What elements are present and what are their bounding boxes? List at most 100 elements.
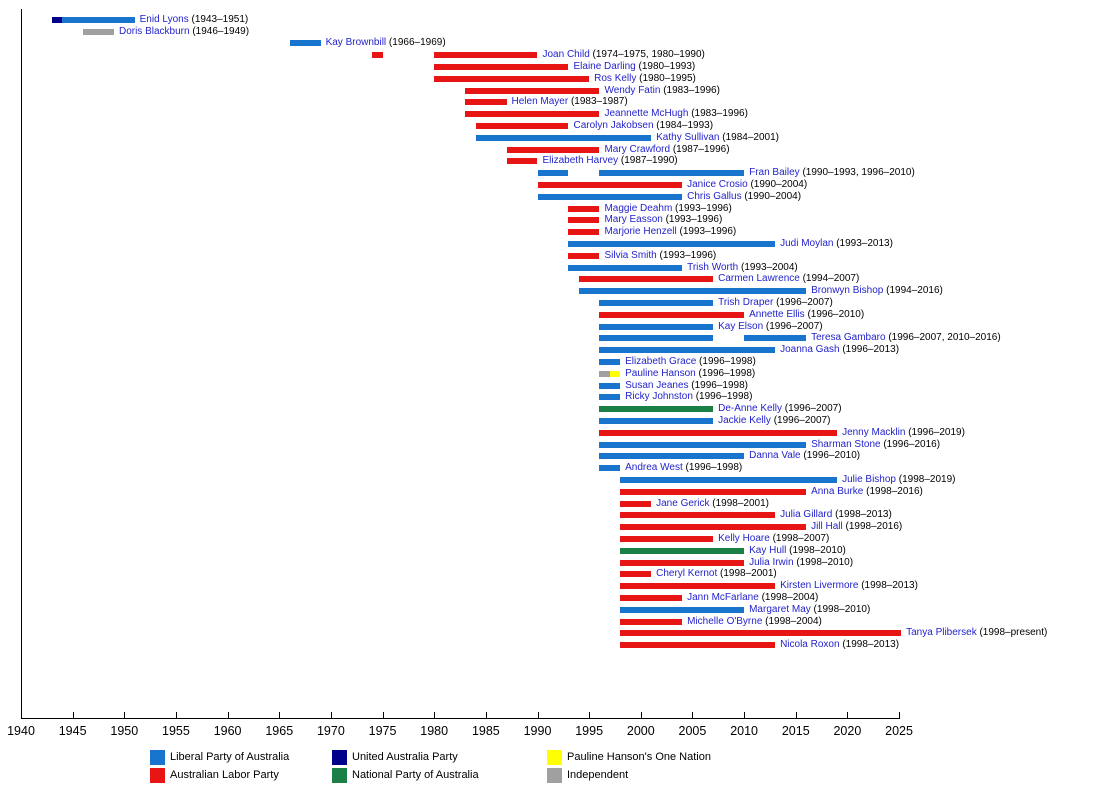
member-label: Kathy Sullivan (1984–2001)	[656, 131, 779, 143]
member-years: (1993–1996)	[676, 226, 737, 238]
member-years: (1998–2013)	[858, 580, 918, 592]
member-years: (1998–2001)	[709, 497, 769, 509]
term-bar	[475, 134, 652, 141]
axis-tick	[795, 712, 797, 718]
member-label: Trish Draper (1996–2007)	[718, 297, 833, 308]
term-bar	[578, 288, 807, 295]
member-label: Mary Crawford (1987–1996)	[604, 143, 730, 155]
term-bar	[620, 642, 776, 649]
member-label: Elaine Darling (1980–1993)	[573, 60, 695, 72]
term-bar	[744, 335, 807, 342]
member-label: Jeannette McHugh (1983–1996)	[604, 109, 747, 119]
term-bar	[599, 335, 714, 342]
member-name: Elaine Darling	[573, 60, 636, 72]
legend-label: United Australia Party	[352, 751, 458, 763]
term-bar	[620, 547, 745, 554]
member-name: Annette Ellis	[749, 308, 805, 320]
y-axis-line	[21, 9, 22, 718]
member-name: Trish Worth	[687, 261, 739, 273]
member-years: (1987–1996)	[670, 143, 730, 155]
legend-label: Pauline Hanson's One Nation	[567, 751, 711, 763]
term-bar	[599, 465, 621, 472]
member-label: Annette Ellis (1996–2010)	[749, 308, 865, 320]
term-bar	[620, 512, 776, 519]
term-bar	[620, 594, 683, 601]
member-years: (1990–2004)	[747, 178, 808, 190]
axis-tick	[382, 712, 384, 718]
member-name: Jeannette McHugh	[604, 108, 689, 120]
member-name: Nicola Roxon	[780, 639, 840, 651]
member-label: Doris Blackburn (1946–1949)	[118, 25, 250, 37]
axis-tick	[537, 712, 539, 718]
term-bar	[599, 429, 838, 436]
term-bar	[372, 52, 383, 59]
axis-tick-label: 1940	[7, 724, 35, 738]
term-bar	[537, 193, 683, 200]
member-name: Kirsten Livermore	[780, 580, 859, 592]
member-label: Carmen Lawrence (1994–2007)	[718, 274, 859, 284]
member-label: Tanya Plibersek (1998–present)	[906, 628, 1047, 638]
term-bar	[599, 406, 714, 413]
member-years: (1996–2007, 2010–2016)	[885, 332, 1001, 344]
member-name: Tanya Plibersek	[906, 627, 977, 639]
member-years: (1996–2010)	[804, 308, 865, 320]
axis-tick-label: 2000	[626, 724, 655, 738]
member-name: Elizabeth Harvey	[542, 155, 619, 167]
member-name: Doris Blackburn	[118, 25, 190, 37]
member-label: Janice Crosio (1990–2004)	[687, 178, 808, 190]
member-label: Ros Kelly (1980–1995)	[594, 73, 696, 84]
member-years: (1994–2016)	[883, 285, 943, 297]
member-label: Chris Gallus (1990–2004)	[687, 191, 801, 202]
axis-tick	[485, 712, 487, 718]
member-label: Kelly Hoare (1998–2007)	[718, 533, 829, 544]
member-label: Silvia Smith (1993–1996)	[604, 250, 716, 261]
member-name: Janice Crosio	[687, 178, 748, 190]
term-bar	[537, 170, 569, 177]
axis-tick	[744, 712, 746, 718]
member-label: Kay Hull (1998–2010)	[749, 544, 846, 556]
member-years: (1996–2010)	[800, 450, 861, 462]
term-bar	[620, 500, 652, 507]
member-label: Jenny Macklin (1996–2019)	[842, 427, 965, 438]
axis-tick-label: 2005	[678, 724, 707, 738]
member-label: Judi Moylan (1993–2013)	[780, 238, 893, 249]
legend-swatch-uap	[332, 750, 347, 765]
member-years: (1996–2016)	[880, 438, 941, 450]
member-years: (1998–2010)	[786, 544, 846, 556]
member-name: Michelle O'Byrne	[687, 615, 763, 627]
member-years: (1987–1990)	[618, 155, 678, 167]
member-label: Maggie Deahm (1993–1996)	[604, 203, 731, 214]
axis-tick-label: 1980	[420, 724, 449, 738]
member-years: (1996–2007)	[782, 403, 842, 415]
member-label: Kay Brownbill (1966–1969)	[326, 38, 446, 48]
member-label: Nicola Roxon (1998–2013)	[780, 640, 899, 650]
member-label: Joanna Gash (1996–2013)	[780, 345, 899, 355]
member-label: Enid Lyons (1943–1951)	[140, 14, 249, 25]
member-years: (1998–2013)	[839, 639, 900, 651]
term-bar	[537, 181, 683, 188]
term-bar	[599, 358, 621, 365]
member-years: (1983–1996)	[688, 108, 748, 120]
term-bar	[620, 606, 745, 613]
legend-label: Independent	[567, 769, 629, 781]
term-bar	[578, 276, 714, 283]
member-years: (1984–1993)	[653, 119, 714, 131]
term-bar	[434, 52, 538, 59]
member-name: Joan Child	[542, 49, 590, 61]
member-years: (1984–2001)	[719, 131, 779, 143]
term-bar	[51, 16, 63, 23]
term-bar	[82, 28, 114, 35]
member-label: Julia Irwin (1998–2010)	[749, 557, 853, 568]
legend-label: National Party of Australia	[352, 769, 479, 781]
axis-tick	[847, 712, 849, 718]
member-years: (1946–1949)	[189, 25, 250, 37]
member-years: (1996–1998)	[696, 355, 756, 367]
member-years: (1996–2007)	[763, 320, 823, 332]
axis-tick-label: 1975	[368, 724, 397, 738]
member-label: Fran Bailey (1990–1993, 1996–2010)	[749, 168, 915, 178]
term-bar	[568, 264, 683, 271]
member-label: Andrea West (1996–1998)	[625, 463, 742, 473]
member-name: Kay Elson	[718, 320, 764, 332]
member-label: Susan Jeanes (1996–1998)	[625, 380, 748, 391]
legend-label: Liberal Party of Australia	[170, 751, 290, 763]
